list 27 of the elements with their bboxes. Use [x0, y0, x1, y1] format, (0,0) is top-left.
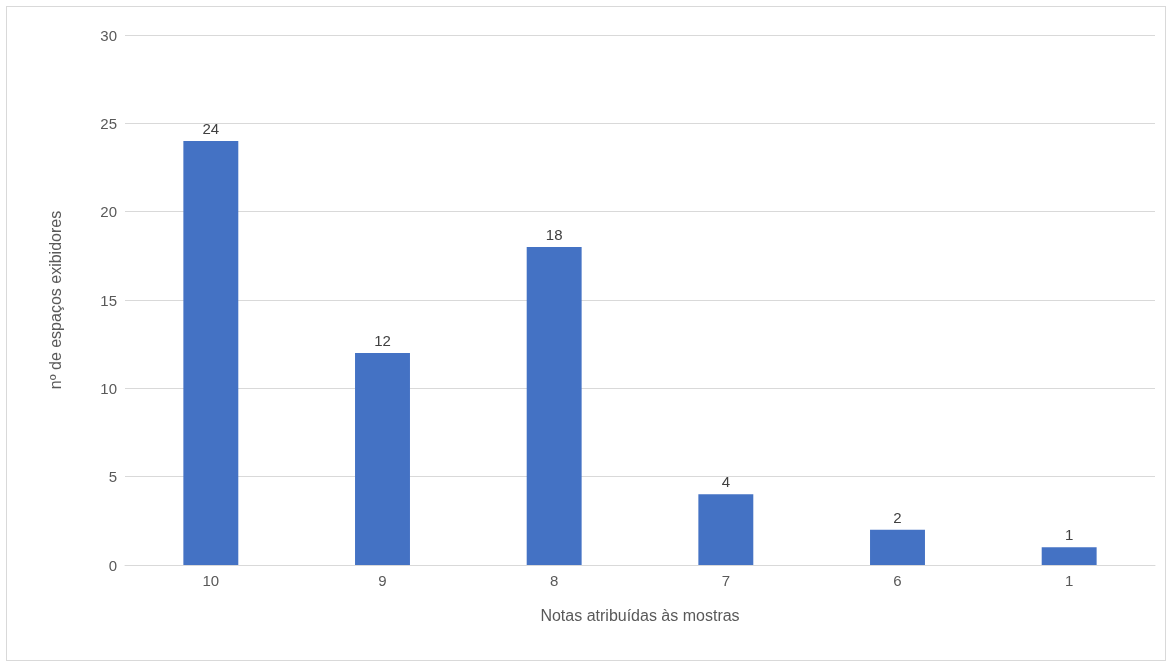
y-tick-label: 20 — [100, 203, 117, 221]
data-label: 4 — [721, 473, 731, 491]
y-tick-label: 10 — [100, 379, 117, 397]
bar — [1041, 547, 1097, 565]
data-label: 1 — [1064, 526, 1074, 544]
x-tick-label: 1 — [1064, 572, 1074, 589]
y-axis-title: nº de espaços exibidores — [46, 210, 64, 390]
bar — [870, 529, 925, 565]
x-tick-label: 6 — [893, 572, 902, 589]
data-label: 12 — [374, 332, 391, 349]
x-tick-label: 7 — [721, 572, 731, 589]
bar — [183, 141, 239, 565]
x-tick-label: 10 — [202, 572, 220, 589]
y-tick-label: 25 — [100, 114, 117, 132]
x-tick-label: 9 — [378, 572, 387, 589]
x-axis-title: Notas atribuídas às mostras — [540, 606, 740, 624]
bar — [355, 353, 410, 565]
data-label: 2 — [893, 508, 902, 526]
y-tick-label: 30 — [100, 26, 117, 44]
y-tick-label: 5 — [108, 468, 117, 486]
x-tick-label: 8 — [549, 572, 559, 589]
bar — [698, 494, 754, 565]
data-label: 24 — [202, 120, 220, 137]
y-tick-label: 15 — [100, 291, 117, 309]
bar — [526, 247, 582, 565]
data-label: 18 — [545, 226, 563, 243]
y-tick-label: 0 — [108, 556, 117, 574]
